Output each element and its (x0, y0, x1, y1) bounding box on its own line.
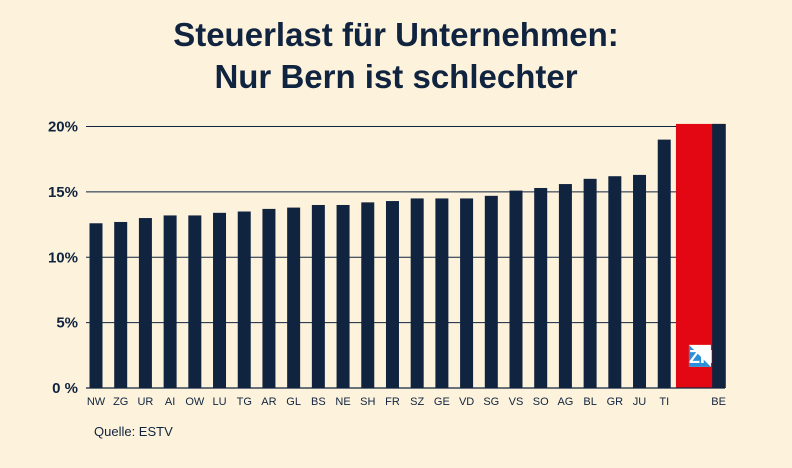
bar (213, 212, 227, 388)
x-tick-label: BL (583, 396, 596, 408)
bar (287, 207, 301, 388)
x-tick-label: BE (711, 396, 726, 408)
bar (657, 139, 671, 388)
bar (114, 221, 128, 388)
x-tick-label: OW (185, 396, 205, 408)
x-tick-label: BS (311, 396, 326, 408)
bar (435, 198, 449, 388)
bar (534, 187, 548, 388)
x-tick-label: TI (659, 396, 669, 408)
zurich-flag-icon (688, 344, 711, 367)
x-tick-label: SO (533, 396, 549, 408)
x-tick-label: LU (212, 396, 226, 408)
source-note: Quelle: ESTV (94, 424, 173, 439)
y-tick-label: 0 % (52, 380, 78, 397)
x-tick-label: VS (509, 396, 524, 408)
x-tick-label: GR (607, 396, 624, 408)
bar (163, 215, 177, 388)
bar (509, 190, 523, 388)
bar (633, 174, 647, 388)
y-tick-label: 5% (56, 315, 78, 332)
x-tick-label: SZ (410, 396, 424, 408)
bars: ZH (89, 123, 726, 389)
y-axis-tick-labels: 0 % 5% 10% 15% 20% (48, 119, 78, 397)
bar (460, 198, 474, 388)
x-tick-label: UR (137, 396, 153, 408)
bar (712, 123, 726, 389)
x-tick-label: AR (261, 396, 276, 408)
x-tick-label: NE (335, 396, 350, 408)
bar (311, 204, 325, 388)
bar (385, 201, 399, 388)
chart-title-line-2: Nur Bern ist schlechter (214, 58, 578, 95)
x-tick-label: NW (87, 396, 106, 408)
bar (484, 195, 498, 388)
chart-title: Steuerlast für Unternehmen: Nur Bern ist… (0, 14, 792, 98)
bar (188, 215, 202, 388)
bar (138, 218, 152, 388)
flag-blue-field (688, 344, 711, 367)
x-tick-label: GE (434, 396, 450, 408)
x-tick-label: ZG (113, 396, 128, 408)
grid-lines (86, 126, 725, 324)
bar (361, 202, 375, 388)
y-tick-label: 10% (48, 249, 78, 266)
x-tick-label: JU (633, 396, 647, 408)
bar (608, 176, 622, 388)
x-tick-label: VD (459, 396, 474, 408)
x-tick-label: AI (165, 396, 175, 408)
x-tick-label: TG (237, 396, 252, 408)
y-tick-label: 15% (48, 184, 78, 201)
x-tick-label: SH (360, 396, 375, 408)
x-axis-tick-labels: NW ZG UR AI OW LU TG AR GL BS NE SH FR SZ GE VD SG VS SO AG… (87, 396, 726, 408)
x-tick-label: AG (557, 396, 573, 408)
bar (336, 204, 350, 388)
x-tick-label: GL (286, 396, 301, 408)
bar (583, 178, 597, 388)
bar (262, 208, 276, 388)
highlight-label: ZH (689, 347, 713, 367)
x-tick-label: SG (483, 396, 499, 408)
bar (410, 198, 424, 388)
y-tick-label: 20% (48, 119, 78, 136)
bar (237, 211, 251, 388)
x-tick-label: FR (385, 396, 400, 408)
bar (89, 223, 103, 388)
bar (558, 184, 572, 388)
chart-title-line-1: Steuerlast für Unternehmen: (173, 16, 619, 53)
